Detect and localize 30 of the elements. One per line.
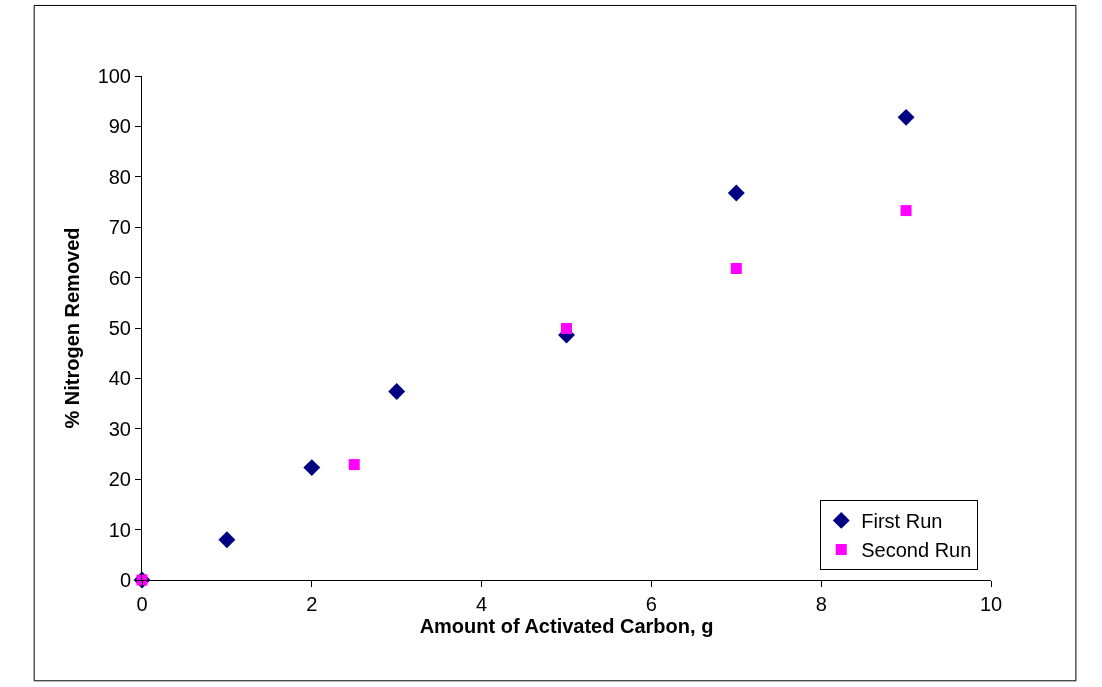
y-tick-label: 50 bbox=[108, 317, 131, 339]
point bbox=[727, 184, 745, 202]
x-tick-label: 2 bbox=[306, 593, 318, 615]
legend-label: Second Run bbox=[861, 539, 972, 562]
y-axis-title: % Nitrogen Removed bbox=[61, 227, 84, 429]
y-tick-label: 40 bbox=[108, 367, 131, 390]
point bbox=[388, 383, 406, 400]
y-tick-label: 60 bbox=[108, 266, 131, 289]
point bbox=[730, 263, 742, 275]
y-tick-label: 80 bbox=[108, 165, 131, 188]
point bbox=[900, 205, 912, 217]
y-tick-label: 100 bbox=[97, 65, 131, 87]
y-tick-label: 90 bbox=[108, 115, 131, 138]
y-tick-label: 10 bbox=[108, 518, 131, 541]
x-tick-label: 6 bbox=[645, 593, 657, 615]
point bbox=[303, 459, 321, 477]
y-tick-label: 30 bbox=[108, 417, 131, 440]
point bbox=[897, 108, 915, 126]
x-tick-label: 0 bbox=[136, 593, 148, 615]
x-tick-label: 8 bbox=[815, 593, 827, 615]
point bbox=[348, 459, 360, 471]
x-tick-label: 4 bbox=[476, 593, 488, 615]
point bbox=[561, 323, 572, 334]
y-tick-label: 20 bbox=[108, 468, 131, 491]
point bbox=[218, 531, 236, 549]
y-tick-label: 70 bbox=[108, 216, 131, 239]
y-tick-label: 0 bbox=[119, 569, 131, 591]
x-axis-title: Amount of Activated Carbon, g bbox=[419, 615, 714, 637]
x-tick-label: 10 bbox=[979, 593, 1003, 615]
legend-label: First Run bbox=[861, 510, 943, 533]
